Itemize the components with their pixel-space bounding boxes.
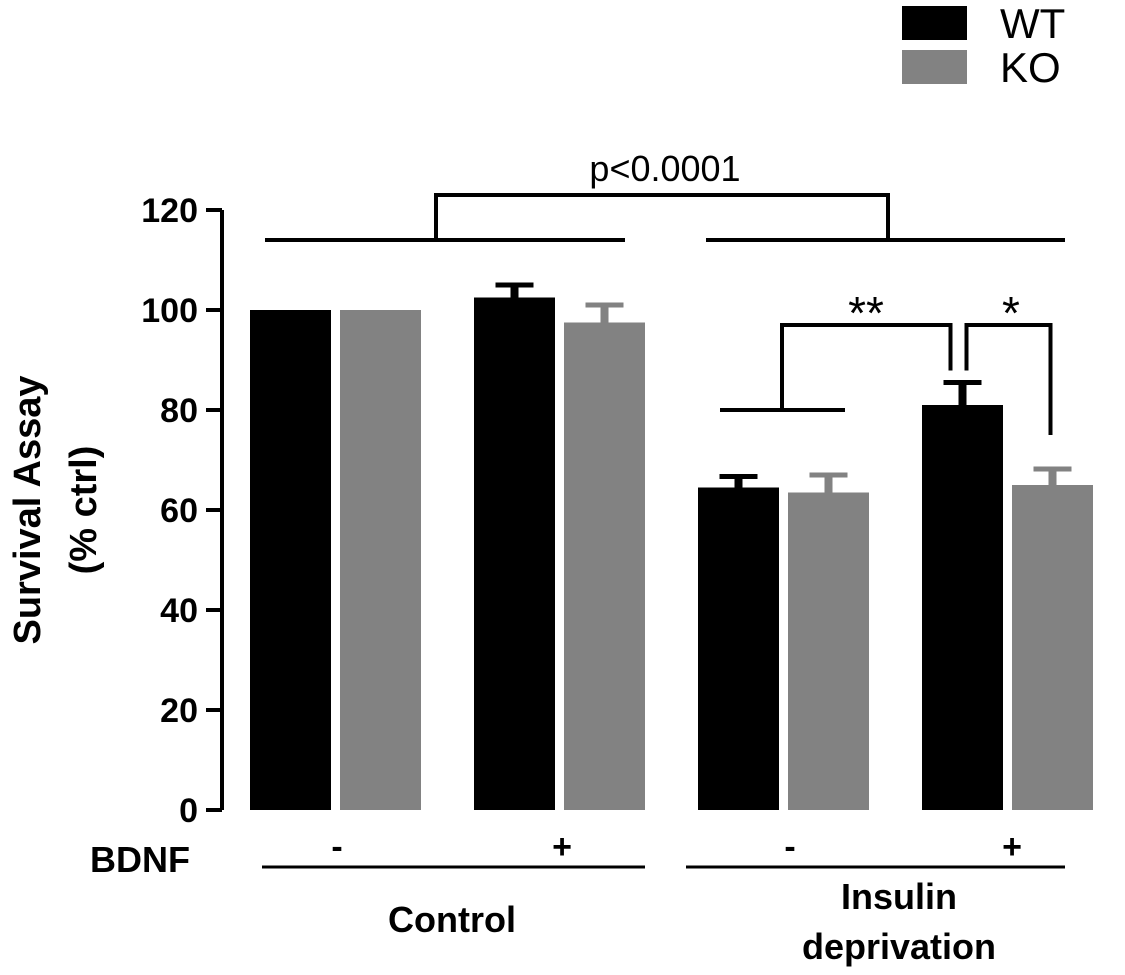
bdnf-sign: + — [552, 828, 572, 866]
significance-brackets: p<0.0001** * — [265, 148, 1065, 435]
bracket-overall — [434, 193, 890, 240]
group-label: deprivation — [802, 926, 996, 967]
legend-label-wt: WT — [1000, 0, 1065, 47]
bar-wt — [922, 405, 1003, 810]
bdnf-sign: - — [331, 828, 342, 866]
y-tick-label: 0 — [179, 792, 198, 830]
bar-ko — [788, 492, 869, 810]
y-tick-label: 100 — [141, 292, 198, 330]
y-tick-label: 120 — [141, 192, 198, 230]
y-axis: 0 20 40 60 80 100 120 — [141, 192, 224, 830]
bracket-double-star — [780, 323, 953, 410]
y-axis-title-group: Survival Assay (% ctrl) — [7, 376, 105, 645]
group-label: Insulin — [841, 876, 957, 917]
x-axis-labels: BDNF - + - + Control Insulin deprivation — [90, 828, 1065, 967]
y-axis-title: Survival Assay (% ctrl) — [7, 376, 105, 645]
double-star-label: ** — [848, 287, 884, 339]
y-tick-label: 20 — [160, 692, 198, 730]
bar-wt — [250, 310, 331, 810]
bdnf-row-label: BDNF — [90, 839, 190, 880]
bracket-single-star — [964, 323, 1053, 435]
bar-wt — [474, 297, 555, 810]
legend-swatch-ko — [902, 50, 967, 84]
bar-ko — [1012, 485, 1093, 810]
y-axis-title-line-2: (% ctrl) — [63, 446, 105, 575]
bar-ko — [564, 322, 645, 810]
single-star-label: * — [1002, 287, 1020, 339]
legend-swatch-wt — [902, 6, 967, 40]
bar-ko — [340, 310, 421, 810]
bdnf-sign: + — [1002, 828, 1022, 866]
bar-wt — [698, 487, 779, 810]
y-tick-label: 60 — [160, 492, 198, 530]
bdnf-sign: - — [784, 828, 795, 866]
y-tick-label: 80 — [160, 392, 198, 430]
group-label: Control — [388, 899, 516, 940]
legend-label-ko: KO — [1000, 44, 1061, 91]
bars — [250, 282, 1093, 810]
p-value-label: p<0.0001 — [589, 148, 740, 189]
y-axis-title-line-1: Survival Assay — [7, 376, 49, 645]
y-tick-label: 40 — [160, 592, 198, 630]
